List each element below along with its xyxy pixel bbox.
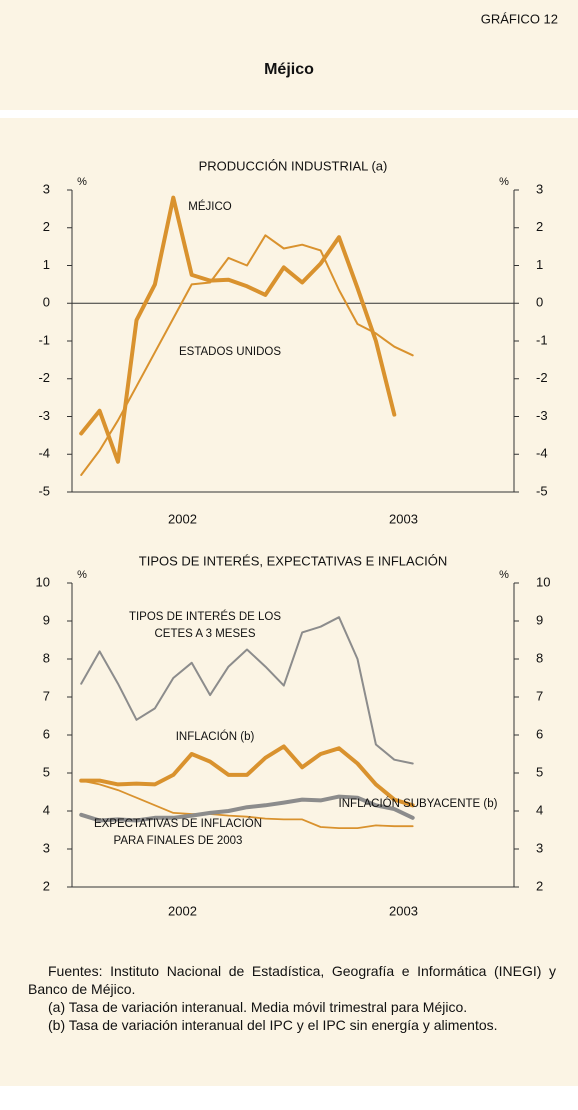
series-label: EXPECTATIVAS DE INFLACIÓN PARA FINALES D… xyxy=(93,818,263,847)
series-line xyxy=(80,234,414,476)
series-line xyxy=(79,794,415,823)
y2-unit: % xyxy=(499,569,509,581)
y2-tick-label: 3 xyxy=(536,840,543,855)
y-tick-label: 7 xyxy=(43,688,50,703)
y-unit: % xyxy=(77,569,87,581)
y2-tick-label: -1 xyxy=(536,332,548,347)
y-tick-label: 10 xyxy=(36,574,50,589)
y-tick-label: 2 xyxy=(43,219,50,234)
y2-tick-label: 2 xyxy=(536,878,543,893)
notes: Fuentes: Instituto Nacional de Estadísti… xyxy=(28,962,556,1034)
y2-tick-label: 0 xyxy=(536,295,543,310)
y2-tick-label: 4 xyxy=(536,802,543,817)
y-tick-label: -5 xyxy=(38,483,50,498)
y-tick-label: -3 xyxy=(38,408,50,423)
note: (b) Tasa de variación interanual del IPC… xyxy=(48,1017,498,1033)
x-tick-label: 2003 xyxy=(389,903,418,918)
y2-tick-label: -5 xyxy=(536,483,548,498)
series-line xyxy=(80,616,414,765)
y-tick-label: 3 xyxy=(43,181,50,196)
series-label: INFLACIÓN SUBYACENTE (b) xyxy=(338,798,498,810)
figure-title: Méjico xyxy=(264,61,314,78)
figure-number: GRÁFICO 12 xyxy=(481,11,558,26)
y-tick-label: 6 xyxy=(43,726,50,741)
y2-tick-label: 8 xyxy=(536,650,543,665)
y2-tick-label: 7 xyxy=(536,688,543,703)
y-tick-label: 1 xyxy=(43,257,50,272)
y2-unit: % xyxy=(499,176,509,188)
y2-tick-label: 6 xyxy=(536,726,543,741)
y-tick-label: 9 xyxy=(43,612,50,627)
y2-tick-label: 3 xyxy=(536,181,543,196)
y2-tick-label: 2 xyxy=(536,219,543,234)
y-unit: % xyxy=(77,176,87,188)
chart-title: TIPOS DE INTERÉS, EXPECTATIVAS E INFLACI… xyxy=(139,553,447,568)
chart-title: PRODUCCIÓN INDUSTRIAL (a) xyxy=(199,158,388,173)
y-tick-label: -4 xyxy=(38,446,50,461)
y-tick-label: -1 xyxy=(38,332,50,347)
y-tick-label: 8 xyxy=(43,650,50,665)
series-label: MÉJICO xyxy=(188,201,232,213)
y-tick-label: 4 xyxy=(43,802,50,817)
y-tick-label: -2 xyxy=(38,370,50,385)
y2-tick-label: -3 xyxy=(536,408,548,423)
y-tick-label: 5 xyxy=(43,764,50,779)
x-tick-label: 2002 xyxy=(168,511,197,526)
note: Fuentes: Instituto Nacional de Estadísti… xyxy=(28,963,556,997)
series-label: INFLACIÓN (b) xyxy=(175,731,255,743)
series-line xyxy=(79,195,397,464)
x-tick-label: 2002 xyxy=(168,903,197,918)
y2-tick-label: 1 xyxy=(536,257,543,272)
header-box xyxy=(0,0,578,110)
note: (a) Tasa de variación interanual. Media … xyxy=(48,999,468,1015)
y2-tick-label: 9 xyxy=(536,612,543,627)
series-label: ESTADOS UNIDOS xyxy=(178,346,282,358)
y-tick-label: 2 xyxy=(43,878,50,893)
series-label: TIPOS DE INTERÉS DE LOS CETES A 3 MESES xyxy=(128,611,282,640)
y-tick-label: 0 xyxy=(43,295,50,310)
y2-tick-label: -2 xyxy=(536,370,548,385)
series-line xyxy=(79,744,415,808)
y2-tick-label: -4 xyxy=(536,446,548,461)
body-box xyxy=(0,118,578,1086)
series-line xyxy=(80,779,414,829)
y-tick-label: 3 xyxy=(43,840,50,855)
y2-tick-label: 5 xyxy=(536,764,543,779)
x-tick-label: 2003 xyxy=(389,511,418,526)
y2-tick-label: 10 xyxy=(536,574,550,589)
